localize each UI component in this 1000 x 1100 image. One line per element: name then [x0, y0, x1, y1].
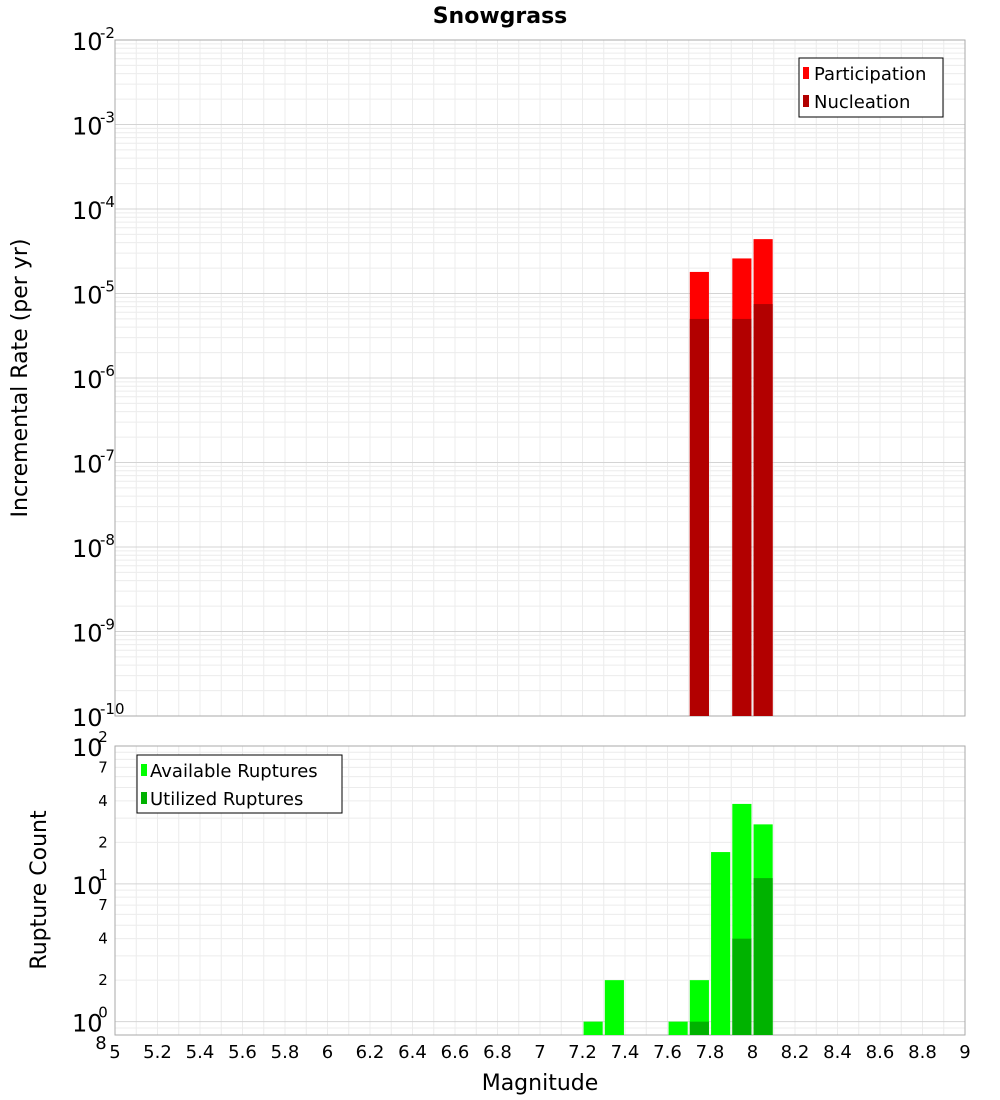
top-panel-grid	[114, 40, 966, 717]
bottom-y-tick-exponent: 2	[98, 728, 108, 746]
x-tick-label: 7.2	[568, 1042, 597, 1063]
bottom-bar-available-ruptures	[604, 980, 624, 1035]
x-tick-label: 6.4	[398, 1042, 427, 1063]
x-tick-label: 5.8	[271, 1042, 300, 1063]
x-tick-label: 8.2	[781, 1042, 810, 1063]
bottom-y-minor-tick-label: 2	[98, 833, 108, 851]
x-tick-label: 8	[747, 1042, 758, 1063]
x-tick-label: 7.8	[696, 1042, 725, 1063]
x-tick-label: 6.6	[441, 1042, 470, 1063]
bottom-bar-utilized-ruptures	[753, 878, 773, 1035]
bottom-y-minor-tick-label: 7	[98, 758, 108, 776]
legend-swatch-available-ruptures	[141, 764, 147, 776]
x-tick-label: 8.6	[866, 1042, 895, 1063]
x-tick-label: 6.8	[483, 1042, 512, 1063]
x-axis-label: Magnitude	[482, 1071, 599, 1096]
bottom-y-tick-label: 10	[72, 872, 103, 900]
top-y-tick-exponent: -10	[100, 700, 125, 718]
chart-title: Snowgrass	[433, 4, 568, 29]
x-tick-label: 7	[534, 1042, 545, 1063]
x-tick-label: 5.4	[186, 1042, 215, 1063]
x-tick-label: 8.4	[823, 1042, 852, 1063]
bottom-plot-frame	[114, 745, 966, 1036]
bottom-y-tick-label: 10	[72, 734, 103, 762]
x-tick-label: 6.2	[356, 1042, 385, 1063]
top-y-tick-label: 10	[72, 535, 103, 563]
x-tick-label: 5	[109, 1042, 120, 1063]
x-tick-label: 7.6	[653, 1042, 682, 1063]
bottom-bar-available-ruptures	[689, 980, 709, 1035]
top-y-tick-exponent: -6	[100, 362, 115, 380]
top-y-tick-exponent: -9	[100, 616, 115, 634]
legend-swatch-participation	[803, 67, 809, 79]
top-y-tick-exponent: -4	[100, 193, 115, 211]
bottom-y-minor-tick-label: 2	[98, 971, 108, 989]
top-y-tick-label: 10	[72, 282, 103, 310]
bottom-bar-available-ruptures	[668, 1021, 688, 1035]
bottom-y-tick-label: 10	[72, 1010, 103, 1038]
top-legend: Participation Nucleation	[798, 57, 944, 118]
bottom-y-tick-exponent: 0	[98, 1004, 108, 1022]
legend-swatch-utilized-ruptures	[141, 792, 147, 804]
top-y-tick-label: 10	[72, 620, 103, 648]
x-tick-label: 7.4	[611, 1042, 640, 1063]
x-tick-label: 5.6	[228, 1042, 257, 1063]
top-y-tick-label: 10	[72, 451, 103, 479]
bottom-y-minor-tick-label: 8	[95, 1033, 106, 1054]
bottom-y-minor-tick-label: 4	[98, 792, 108, 810]
x-tick-labels: 5 5.2 5.4 5.6 5.8 6 6.2 6.4 6.6 6.8 7 7.2 7.4 7.6 7.8 8…	[109, 1042, 970, 1063]
top-y-tick-label: 10	[72, 704, 103, 732]
top-panel-bars	[689, 239, 773, 717]
bottom-bar-utilized-ruptures	[689, 1021, 709, 1035]
bottom-y-tick-exponent: 1	[98, 866, 108, 884]
top-y-axis-label: Incremental Rate (per yr)	[8, 239, 33, 518]
top-bar-nucleation	[689, 318, 709, 716]
legend-label-available-ruptures: Available Ruptures	[150, 761, 318, 782]
bottom-bar-available-ruptures	[711, 852, 731, 1035]
legend-label-nucleation: Nucleation	[814, 92, 910, 113]
top-y-tick-exponent: -5	[100, 278, 115, 296]
top-y-tick-label: 10	[72, 197, 103, 225]
legend-swatch-nucleation	[803, 95, 809, 107]
bottom-y-minor-tick-label: 7	[98, 896, 108, 914]
top-bar-nucleation	[732, 318, 752, 716]
top-y-tick-label: 10	[72, 113, 103, 141]
top-y-tick-exponent: -8	[100, 531, 115, 549]
top-y-tick-exponent: -3	[100, 109, 115, 127]
bottom-y-axis-label: Rupture Count	[27, 810, 52, 970]
top-bar-nucleation	[753, 304, 773, 716]
bottom-legend: Available Ruptures Utilized Ruptures	[136, 754, 343, 814]
top-y-tick-label: 10	[72, 366, 103, 394]
legend-label-utilized-ruptures: Utilized Ruptures	[150, 789, 303, 810]
top-y-tick-label: 10	[72, 28, 103, 56]
bottom-bar-utilized-ruptures	[732, 938, 752, 1035]
top-y-tick-exponent: -7	[100, 447, 115, 465]
top-y-tick-exponent: -2	[100, 24, 115, 42]
bottom-y-minor-tick-label: 4	[98, 930, 108, 948]
x-tick-label: 8.8	[908, 1042, 937, 1063]
x-tick-label: 5.2	[143, 1042, 172, 1063]
top-legend-box	[798, 57, 944, 118]
top-plot-frame	[114, 39, 966, 717]
legend-label-participation: Participation	[814, 64, 926, 85]
x-tick-label: 6	[322, 1042, 333, 1063]
bottom-panel-bars	[583, 803, 773, 1035]
x-tick-label: 9	[959, 1042, 970, 1063]
bottom-legend-box	[136, 754, 343, 814]
bottom-bar-available-ruptures	[583, 1021, 603, 1035]
